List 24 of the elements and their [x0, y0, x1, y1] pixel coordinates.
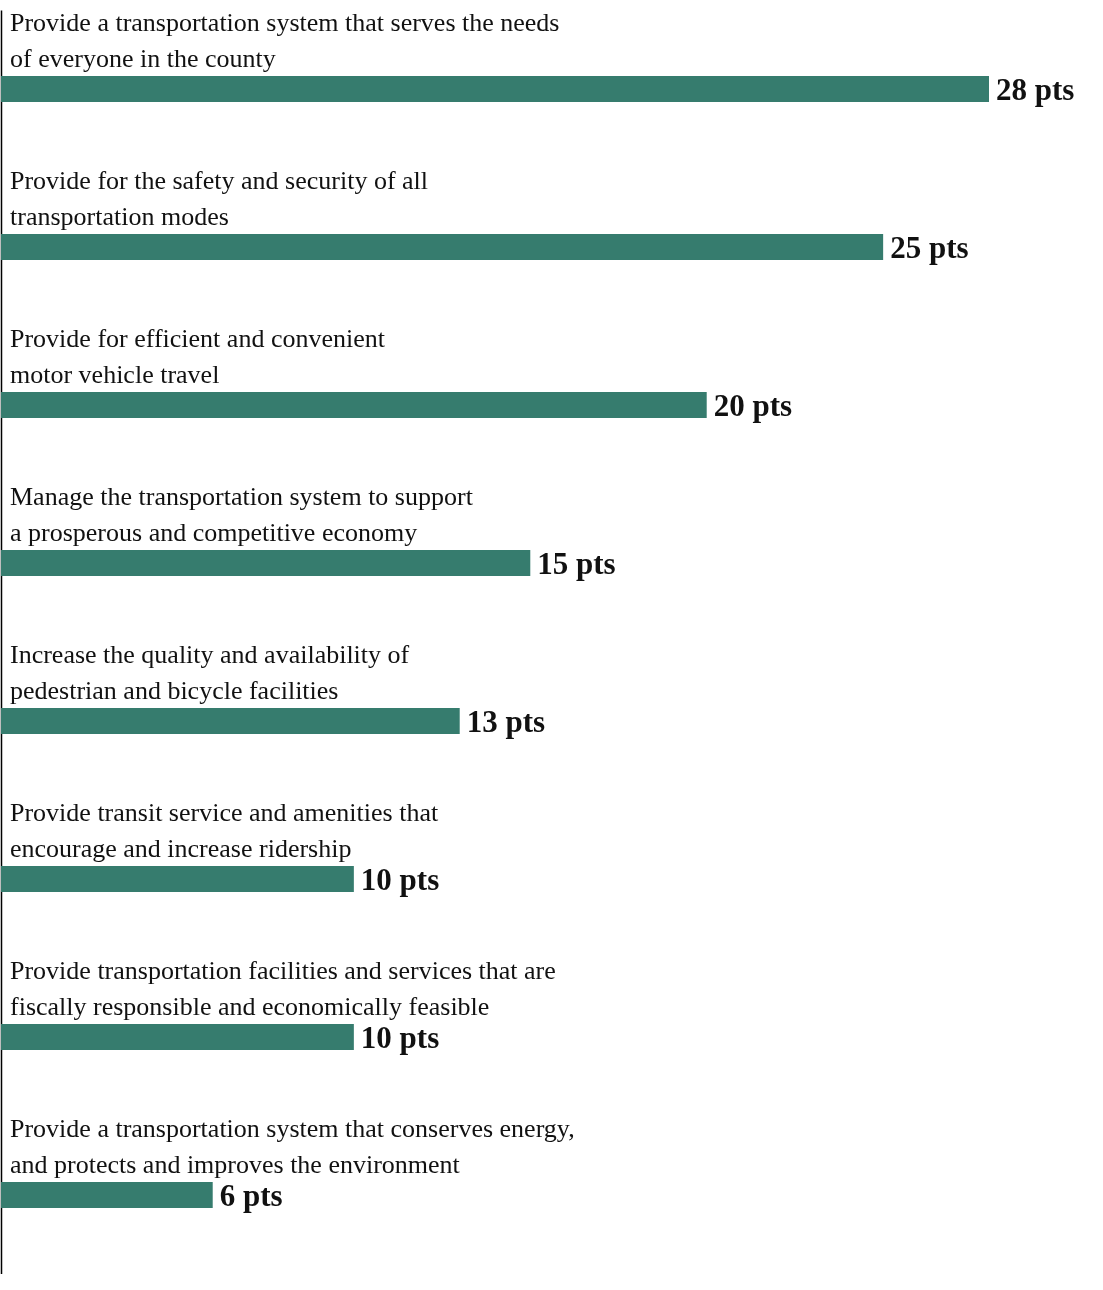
data-label: 28 pts — [996, 72, 1075, 107]
bar — [1, 76, 989, 102]
bar — [1, 1182, 213, 1208]
data-label: 10 pts — [360, 1020, 440, 1055]
y-tick-label: Provide transportation facilities and services that are fiscally responsible and economically feasible — [10, 956, 556, 1021]
bar — [1, 866, 354, 892]
bar — [1, 392, 707, 418]
data-label: 6 pts — [219, 1178, 283, 1213]
bar — [1, 550, 531, 576]
data-label: 15 pts — [537, 546, 616, 581]
y-tick-label: Provide a transportation system that conserves energy, and protects and improves the environment — [10, 1114, 575, 1179]
y-tick-label: Provide for the safety and security of all transportation modes — [10, 166, 429, 231]
data-label: 25 pts — [890, 230, 969, 265]
bar — [1, 708, 460, 734]
y-tick-label: Increase the quality and availability of pedestrian and bicycle facilities — [10, 640, 410, 705]
data-label: 13 pts — [466, 704, 546, 739]
data-label: 20 pts — [713, 388, 793, 423]
y-tick-label: Manage the transportation system to support a prosperous and competitive economy — [10, 482, 474, 547]
bar — [1, 1024, 354, 1050]
bar — [1, 234, 884, 260]
y-tick-label: Provide a transportation system that serves the needs of everyone in the county — [10, 8, 560, 73]
data-label: 10 pts — [360, 862, 440, 897]
y-tick-label: Provide for efficient and convenient motor vehicle travel — [10, 324, 386, 389]
y-tick-label: Provide transit service and amenities that encourage and increase ridership — [10, 798, 439, 863]
